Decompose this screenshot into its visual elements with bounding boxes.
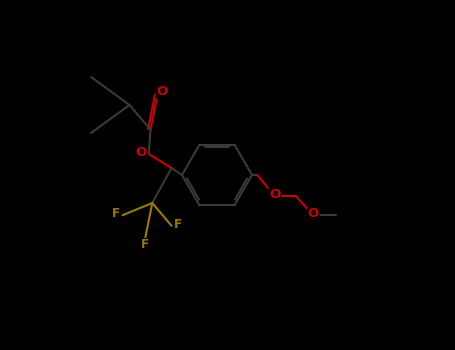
Text: O: O — [269, 188, 280, 201]
Text: F: F — [112, 207, 120, 220]
Text: O: O — [308, 207, 319, 220]
Text: O: O — [136, 146, 147, 159]
Text: F: F — [174, 217, 182, 231]
Text: O: O — [156, 85, 167, 98]
Text: F: F — [141, 238, 149, 252]
